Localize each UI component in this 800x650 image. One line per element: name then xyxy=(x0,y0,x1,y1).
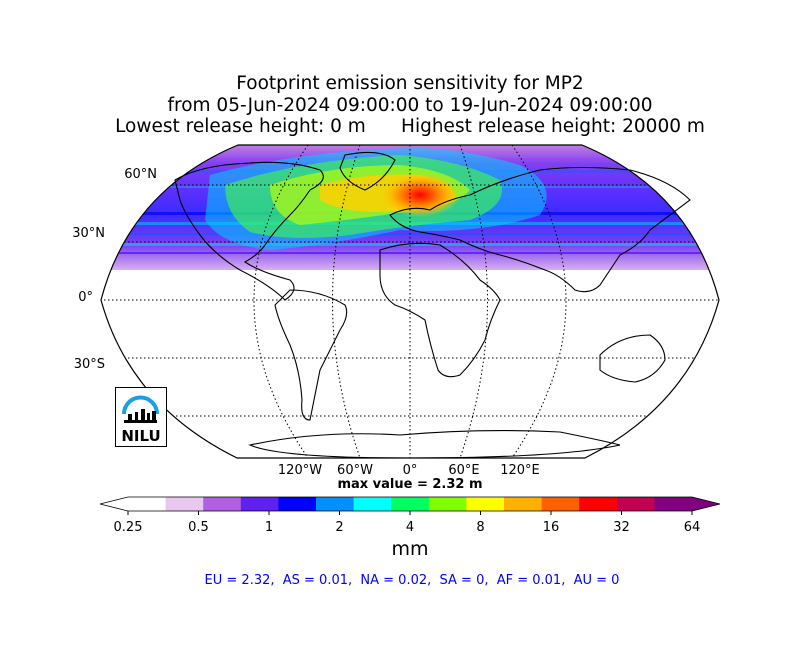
lat-label-0: 0° xyxy=(78,290,93,305)
colorbar-tick-label: 32 xyxy=(613,520,630,535)
colorbar-tick-label: 0.25 xyxy=(113,520,143,535)
greenland-outline xyxy=(339,151,396,191)
colorbar-segment xyxy=(466,497,505,511)
lon-label-120w: 120°W xyxy=(277,463,323,478)
nilu-logo-text: NILU xyxy=(121,427,161,445)
africa-outline xyxy=(379,242,501,378)
lon-label-60w: 60°W xyxy=(337,463,373,478)
colorbar-segment xyxy=(654,497,693,511)
colorbar-tick-label: 4 xyxy=(405,520,415,535)
colorbar-segment xyxy=(278,497,317,511)
max-value-label: max value = 2.32 m xyxy=(337,477,483,492)
australia-outline xyxy=(599,334,666,383)
colorbar-tick-label: 1 xyxy=(264,520,274,535)
colorbar-segment xyxy=(203,497,242,511)
title-line-2: from 05-Jun-2024 09:00:00 to 19-Jun-2024… xyxy=(167,94,653,116)
colorbar-tick-label: 16 xyxy=(542,520,560,535)
eurasia-outline xyxy=(389,166,691,293)
colorbar-tick-label: 64 xyxy=(683,520,701,535)
nilu-logo: NILU xyxy=(115,387,167,447)
colorbar-segment xyxy=(353,497,392,511)
title-line-1: Footprint emission sensitivity for MP2 xyxy=(236,73,584,94)
lon-label-60e: 60°E xyxy=(448,463,480,478)
colorbar-segment xyxy=(165,497,204,511)
colorbar-segment xyxy=(391,497,430,511)
chart-title: Footprint emission sensitivity for MP2 f… xyxy=(0,73,800,138)
lat-label-60n: 60°N xyxy=(124,167,157,182)
lat-label-30n: 30°N xyxy=(72,226,105,241)
map-boundary xyxy=(100,144,720,459)
nilu-logo-mark xyxy=(122,395,159,423)
colorbar-segment xyxy=(428,497,467,511)
lat-label-30s: 30°S xyxy=(73,357,105,372)
colorbar-extend-high xyxy=(692,497,720,511)
lon-label-120e: 120°E xyxy=(500,463,540,478)
colorbar-tick-label: 8 xyxy=(476,520,485,535)
title-line-3: Lowest release height: 0 m Highest relea… xyxy=(115,116,705,138)
colorbar-segment xyxy=(240,497,279,511)
colorbar-segment xyxy=(504,497,543,511)
colorbar-segment xyxy=(579,497,618,511)
lon-label-0: 0° xyxy=(402,463,418,478)
coastlines xyxy=(174,151,691,459)
footprint-max-zone xyxy=(380,173,460,217)
colorbar-extend-low xyxy=(100,497,128,511)
colorbar-units: mm xyxy=(391,538,429,560)
colorbar-segment xyxy=(128,497,167,511)
region-values: EU = 2.32, AS = 0.01, NA = 0.02, SA = 0,… xyxy=(204,573,620,588)
north-america-outline xyxy=(174,161,324,301)
colorbar-segment xyxy=(616,497,655,511)
colorbar-segment xyxy=(316,497,355,511)
graticule xyxy=(101,145,719,458)
colorbar-tick-label: 0.5 xyxy=(188,520,209,535)
colorbar-segment xyxy=(541,497,580,511)
south-america-outline xyxy=(274,289,348,421)
colorbar-tick-label: 2 xyxy=(335,520,344,535)
